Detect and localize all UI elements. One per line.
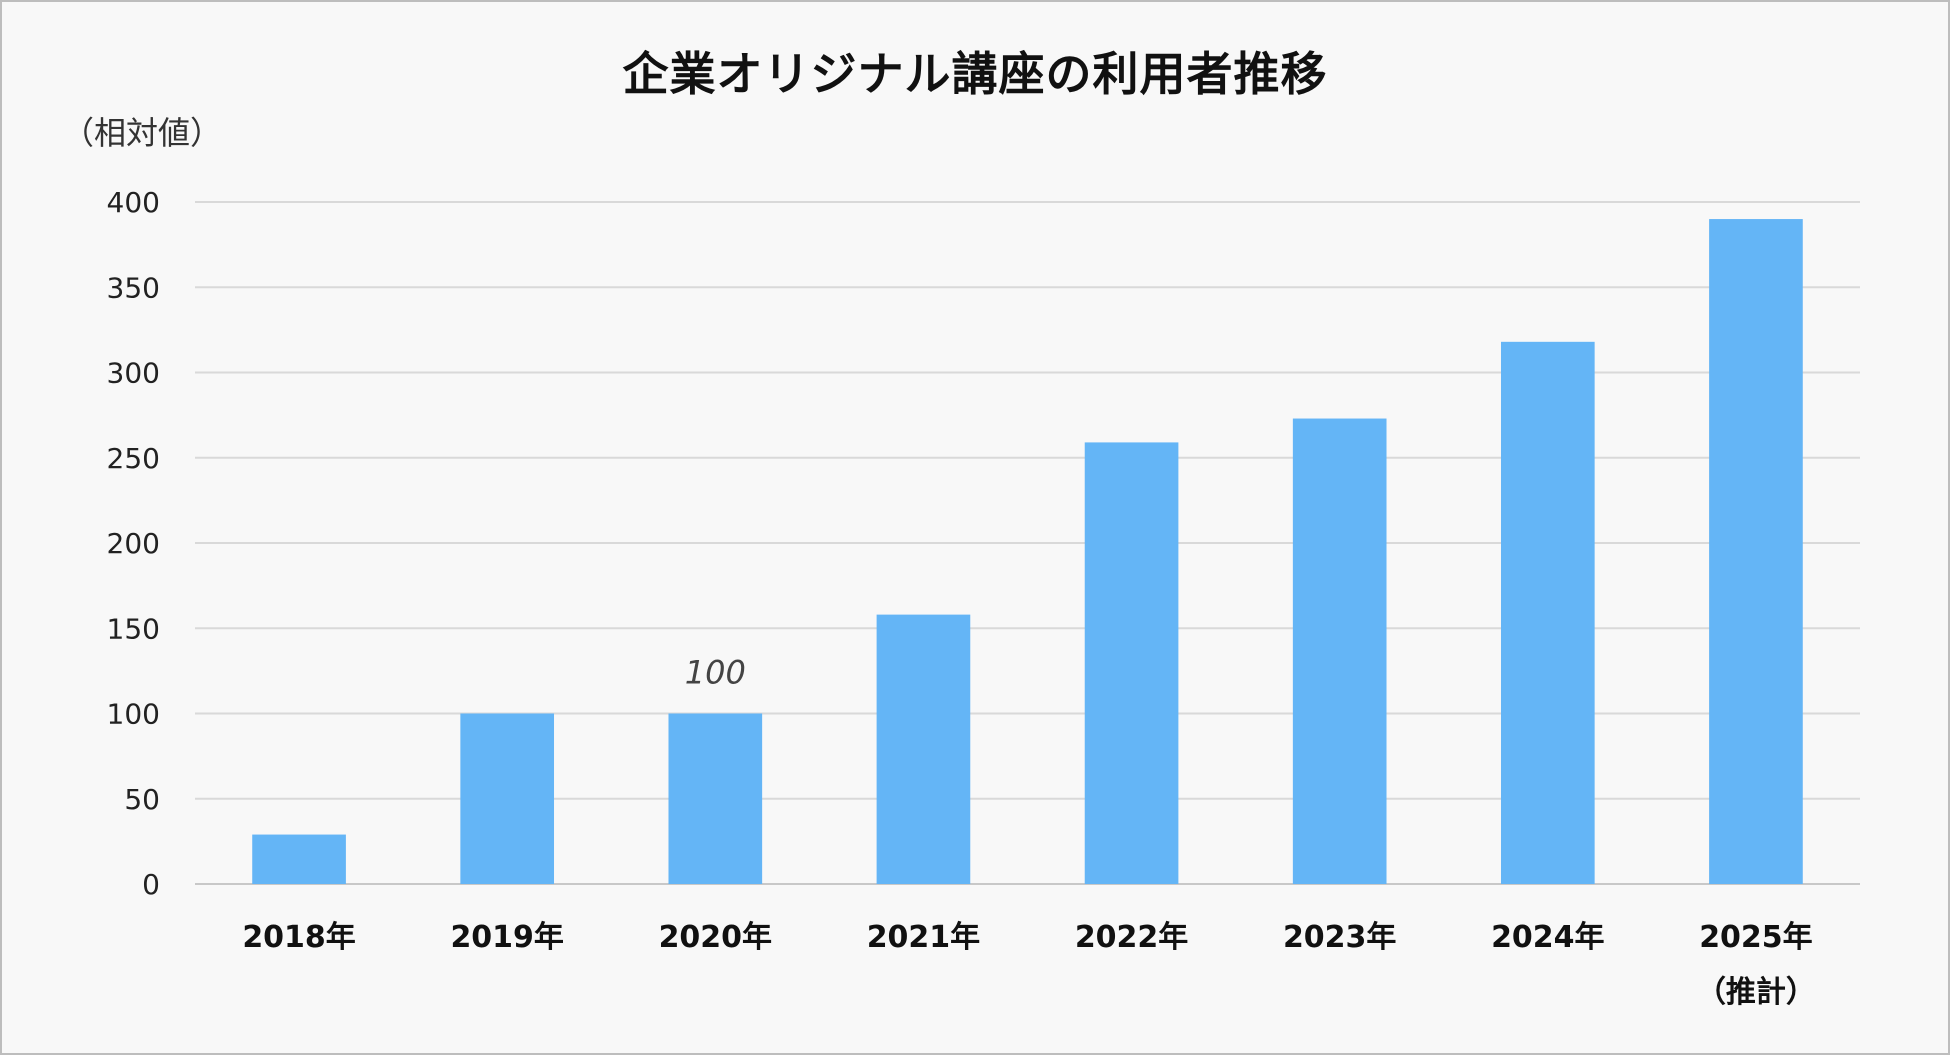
bar xyxy=(1084,442,1179,884)
y-tick-label: 150 xyxy=(107,612,160,645)
y-tick-label: 100 xyxy=(107,698,160,731)
y-tick-label: 400 xyxy=(107,186,160,219)
y-tick-label: 250 xyxy=(107,442,160,475)
x-tick-label: 2019年 xyxy=(450,920,564,955)
data-label: 100 xyxy=(685,654,746,692)
bar xyxy=(876,614,971,884)
x-tick-label: 2023年 xyxy=(1283,920,1397,955)
bar xyxy=(1500,341,1595,884)
bar xyxy=(252,834,346,884)
y-tick-label: 50 xyxy=(124,783,160,816)
x-tick-label: 2020年 xyxy=(659,920,773,955)
bar xyxy=(668,713,763,884)
y-tick-label: 350 xyxy=(107,271,160,304)
bar xyxy=(460,713,555,884)
x-tick-label: 2022年 xyxy=(1075,920,1189,955)
bar xyxy=(1709,219,1803,885)
bar xyxy=(1292,418,1387,884)
chart-title: 企業オリジナル講座の利用者推移 xyxy=(622,47,1328,101)
x-tick-label: 2021年 xyxy=(867,920,981,955)
x-tick-label: 2018年 xyxy=(242,920,356,955)
x-tick-label: 2025年 xyxy=(1699,920,1813,955)
x-tick-sublabel: （推計） xyxy=(1696,975,1816,1010)
y-tick-label: 200 xyxy=(107,527,160,560)
y-tick-label: 300 xyxy=(107,357,160,390)
x-tick-label: 2024年 xyxy=(1491,920,1605,955)
y-axis-unit-label: （相対値） xyxy=(62,114,223,152)
y-tick-label: 0 xyxy=(142,868,160,901)
